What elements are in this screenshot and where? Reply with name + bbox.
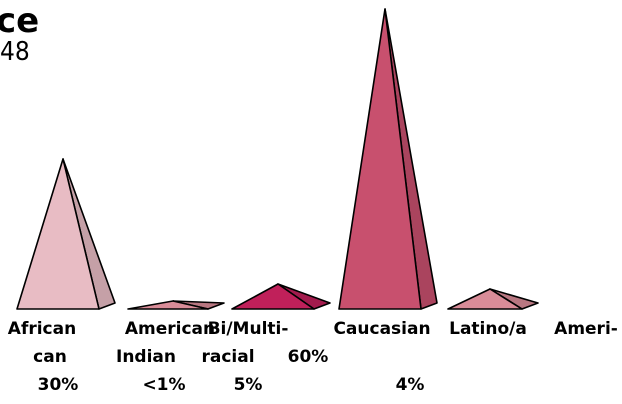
pyramid-front-face — [338, 8, 422, 310]
category-label: 5% — [234, 375, 263, 395]
pyramid-bar — [338, 8, 438, 310]
category-label: Bi/Multi- — [208, 319, 289, 339]
category-label: African — [8, 319, 76, 339]
bars-group — [16, 8, 539, 310]
category-label: Latino/a — [449, 319, 527, 339]
pyramid-front-face — [127, 300, 209, 310]
chart-subtitle: 48 — [0, 37, 30, 67]
labels-group: African can 30% American Indian <1% Bi/Multi-r… — [8, 319, 618, 395]
category-label: 30% — [38, 375, 79, 395]
category-label: 4% — [396, 375, 425, 395]
category-label: racial — [201, 347, 254, 367]
pyramid-front-face — [231, 283, 315, 310]
category-label: can — [33, 347, 67, 367]
category-label: Caucasian — [333, 319, 430, 339]
pyramid-bar — [127, 300, 225, 310]
chart-title: ce — [0, 1, 39, 41]
category-label: Ameri- — [554, 319, 618, 339]
category-label: American — [125, 319, 215, 339]
pyramid-bar — [231, 283, 331, 310]
category-label: 60% — [288, 347, 329, 367]
pyramid-bar — [447, 288, 539, 310]
category-label: <1% — [142, 375, 185, 395]
pyramid-front-face — [447, 288, 523, 310]
pyramid-bar — [16, 158, 116, 310]
pyramid-front-face — [16, 158, 100, 310]
category-label: Indian — [116, 347, 176, 367]
